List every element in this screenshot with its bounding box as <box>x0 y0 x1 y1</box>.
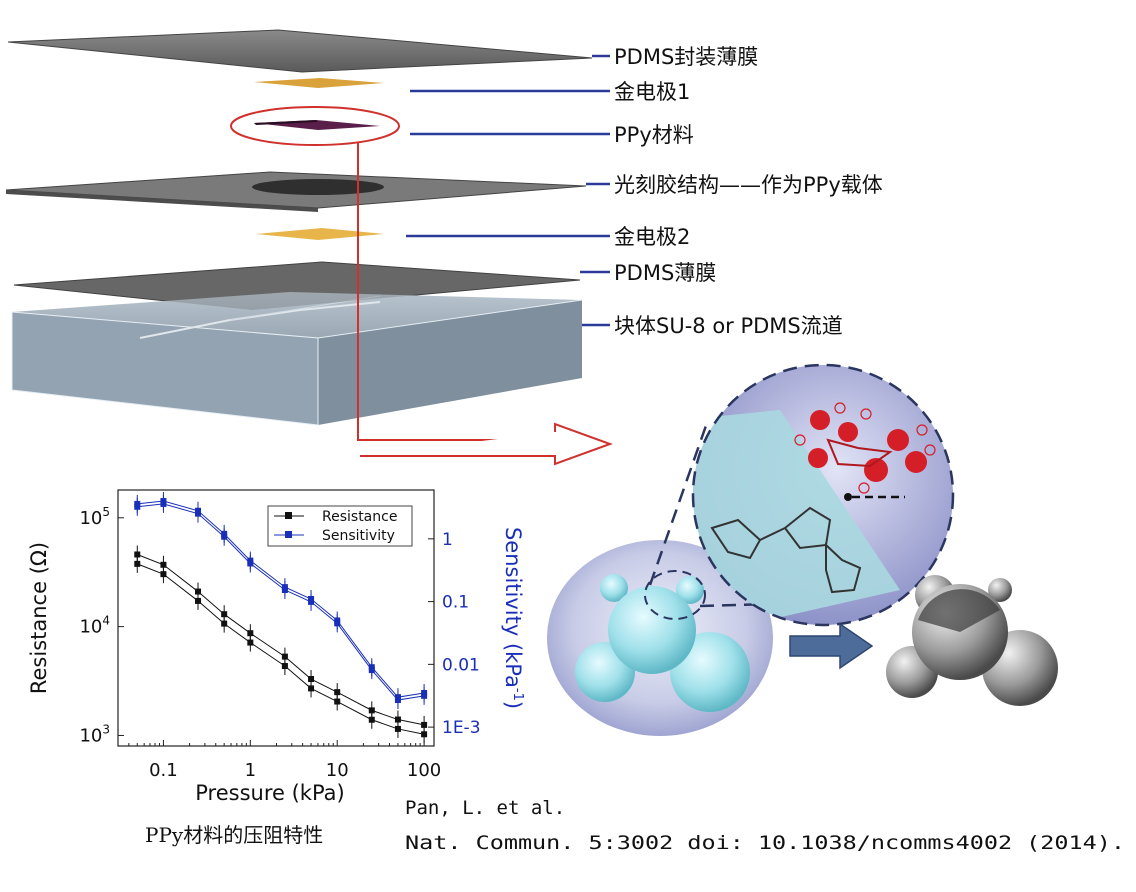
ppy-highlight-ellipse <box>230 106 400 146</box>
data-point-sensitivity <box>134 503 141 510</box>
series-line-resistance <box>137 563 425 735</box>
y2-tick-label: 1 <box>442 530 453 550</box>
data-point-resistance <box>421 721 428 728</box>
citation-authors: Pan, L. et al. <box>405 797 565 819</box>
data-point-resistance <box>308 676 315 683</box>
data-point-resistance <box>134 551 141 558</box>
x-tick-label: 0.1 <box>149 760 178 781</box>
data-point-resistance <box>334 689 341 696</box>
label-pdms-encapsulation: PDMS封装薄膜 <box>614 45 759 69</box>
y2-axis-title-close: ) <box>501 701 525 709</box>
data-point-resistance <box>421 731 428 738</box>
x-tick-label: 100 <box>407 760 441 781</box>
data-point-sensitivity <box>281 587 288 594</box>
data-point-resistance <box>221 620 228 627</box>
legend-marker-resistance <box>285 512 292 519</box>
y2-tick-label: 0.1 <box>442 593 469 613</box>
y-tick-label: 103 <box>79 722 110 746</box>
data-point-sensitivity <box>334 620 341 627</box>
zoom-circle <box>691 363 955 627</box>
y2-tick-label: 0.01 <box>442 655 480 675</box>
data-point-resistance <box>394 716 401 723</box>
data-point-sensitivity <box>394 697 401 704</box>
pdms-encapsulation-film <box>7 29 593 73</box>
data-point-resistance <box>247 630 254 637</box>
ppy-material <box>254 120 380 130</box>
data-point-resistance <box>247 639 254 646</box>
resistance-sensitivity-chart: 0.1 1 10 100 105 104 103 1 0.1 0.01 1E-3 Resistanc… <box>27 489 525 805</box>
label-photoresist: 光刻胶结构——作为PPy载体 <box>614 173 883 197</box>
y2-axis-title-sup: -1 <box>510 688 525 701</box>
chart-caption: PPy材料的压阻特性 <box>145 823 323 847</box>
data-point-sensitivity <box>421 692 428 699</box>
label-gold-electrode-2: 金电极2 <box>614 225 691 249</box>
data-point-resistance <box>221 611 228 618</box>
y2-axis-title: Sensitivity (kPa-1) <box>501 527 525 709</box>
ppy-zoom-arrow <box>357 143 613 466</box>
data-point-resistance <box>134 560 141 567</box>
data-point-sensitivity <box>221 533 228 540</box>
label-pdms-film: PDMS薄膜 <box>614 261 717 285</box>
data-point-resistance <box>308 685 315 692</box>
gold-electrode-2 <box>256 228 384 240</box>
data-point-resistance <box>334 698 341 705</box>
legend-label-resistance: Resistance <box>322 509 397 525</box>
data-point-sensitivity <box>195 510 202 517</box>
data-point-resistance <box>160 561 167 568</box>
data-point-resistance <box>368 707 375 714</box>
x-tick-label: 10 <box>326 760 349 781</box>
zoom-source-ellipse <box>644 570 706 620</box>
layer-stack <box>5 29 613 466</box>
gold-electrode-1 <box>254 78 384 88</box>
pyrrole-chain <box>710 506 862 594</box>
molecule-illustration <box>547 363 1058 736</box>
data-point-resistance <box>195 597 202 604</box>
data-point-resistance <box>160 571 167 578</box>
data-point-resistance <box>281 653 288 660</box>
chart-series <box>134 492 428 744</box>
bulk-channel-block <box>11 262 583 426</box>
label-gold-electrode-1: 金电极1 <box>614 80 691 104</box>
chart-ticks: 0.1 1 10 100 105 104 103 1 0.1 0.01 1E-3 <box>79 505 480 781</box>
data-point-resistance <box>394 725 401 732</box>
grey-molecule <box>886 575 1058 706</box>
y2-axis-title-main: Sensitivity (kPa <box>501 527 525 688</box>
transform-arrow <box>789 622 874 670</box>
legend-marker-sensitivity <box>285 531 292 538</box>
x-axis-title: Pressure (kPa) <box>195 781 344 805</box>
leader-lines <box>406 54 610 327</box>
series-line-resistance <box>137 554 425 726</box>
data-point-sensitivity <box>368 667 375 674</box>
x-tick-label: 1 <box>245 760 256 781</box>
data-point-sensitivity <box>308 598 315 605</box>
legend-label-sensitivity: Sensitivity <box>322 528 395 544</box>
label-ppy-material: PPy材料 <box>614 123 694 147</box>
sugar-molecule <box>808 410 927 482</box>
aqua-molecule <box>575 574 750 712</box>
citation-journal: Nat. Commun. 5:3002 doi: 10.1038/ncomms4… <box>405 832 1125 854</box>
y-axis-title: Resistance (Ω) <box>27 542 51 694</box>
label-bulk-block: 块体SU-8 or PDMS流道 <box>614 314 843 338</box>
data-point-sensitivity <box>247 560 254 567</box>
data-point-sensitivity <box>160 500 167 507</box>
photoresist-structure <box>5 171 587 212</box>
y-tick-label: 105 <box>79 505 110 529</box>
y-tick-label: 104 <box>79 614 110 638</box>
data-point-resistance <box>195 588 202 595</box>
data-point-resistance <box>281 663 288 670</box>
y2-tick-label: 1E-3 <box>442 718 481 738</box>
data-point-resistance <box>368 716 375 723</box>
chart-legend: Resistance Sensitivity <box>267 505 413 547</box>
